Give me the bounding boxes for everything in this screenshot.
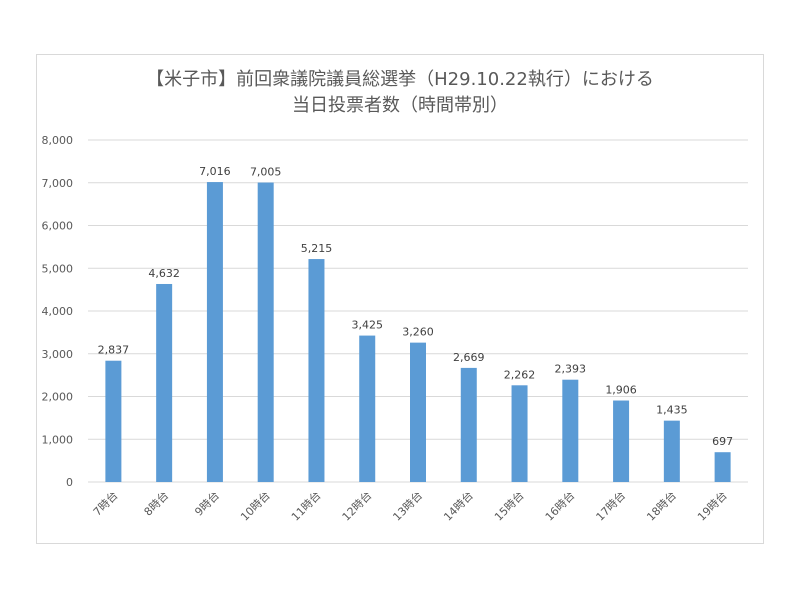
y-tick-label: 1,000 <box>42 433 74 446</box>
bar <box>257 182 274 482</box>
bar <box>663 420 680 482</box>
bar <box>359 335 376 482</box>
x-tick-label: 10時台 <box>237 488 272 523</box>
y-tick-label: 5,000 <box>42 262 74 275</box>
y-tick-label: 4,000 <box>42 305 74 318</box>
data-label: 5,215 <box>301 242 333 255</box>
data-label: 4,632 <box>148 267 180 280</box>
bar <box>714 452 731 482</box>
data-label: 1,435 <box>656 404 688 417</box>
bar <box>460 367 477 482</box>
y-axis-ticks: 0 1,000 2,000 3,000 4,000 5,000 6,000 7,000 8,00… <box>42 134 74 489</box>
data-label: 2,393 <box>555 363 587 376</box>
y-tick-label: 0 <box>66 476 73 489</box>
bar <box>410 342 426 482</box>
y-tick-label: 2,000 <box>42 391 74 404</box>
y-tick-label: 3,000 <box>42 348 74 361</box>
data-labels: 2,837 4,632 7,016 7,005 5,215 3,425 3,260 2,669… <box>98 165 733 448</box>
bar <box>562 379 579 482</box>
x-tick-label: 8時台 <box>141 488 171 518</box>
bars <box>105 182 731 483</box>
x-tick-label: 17時台 <box>593 488 628 523</box>
data-label: 2,837 <box>98 344 130 357</box>
x-tick-label: 15時台 <box>491 488 526 523</box>
x-tick-label: 12時台 <box>339 488 374 523</box>
bar <box>206 182 223 483</box>
data-label: 3,425 <box>351 319 383 332</box>
data-label: 697 <box>712 435 733 448</box>
x-tick-label: 11時台 <box>288 488 323 523</box>
y-tick-label: 8,000 <box>42 134 74 147</box>
data-label: 7,005 <box>250 166 282 179</box>
bar <box>308 259 325 482</box>
bar <box>156 283 173 482</box>
x-tick-label: 7時台 <box>90 488 120 518</box>
data-label: 2,669 <box>453 351 485 364</box>
y-tick-label: 7,000 <box>42 177 74 190</box>
data-label: 2,262 <box>504 368 536 381</box>
y-tick-label: 6,000 <box>42 220 74 233</box>
data-label: 3,260 <box>402 326 434 339</box>
chart-title-line2: 当日投票者数（時間帯別） <box>292 95 508 116</box>
x-tick-label: 13時台 <box>390 488 425 523</box>
bar <box>613 400 630 482</box>
chart-title-line1: 【米子市】前回衆議院議員総選挙（H29.10.22執行）における <box>146 69 654 90</box>
x-tick-label: 18時台 <box>644 488 679 523</box>
bar <box>511 385 528 482</box>
bar <box>105 360 122 482</box>
x-axis-ticks: 7時台 8時台 9時台 10時台 11時台 12時台 13時台 14時台 15時台 16時台 17時… <box>90 488 730 523</box>
x-tick-label: 14時台 <box>441 488 476 523</box>
data-label: 1,906 <box>605 384 637 397</box>
x-tick-label: 16時台 <box>542 488 577 523</box>
x-tick-label: 19時台 <box>694 488 729 523</box>
x-tick-label: 9時台 <box>192 488 222 518</box>
data-label: 7,016 <box>199 165 231 178</box>
